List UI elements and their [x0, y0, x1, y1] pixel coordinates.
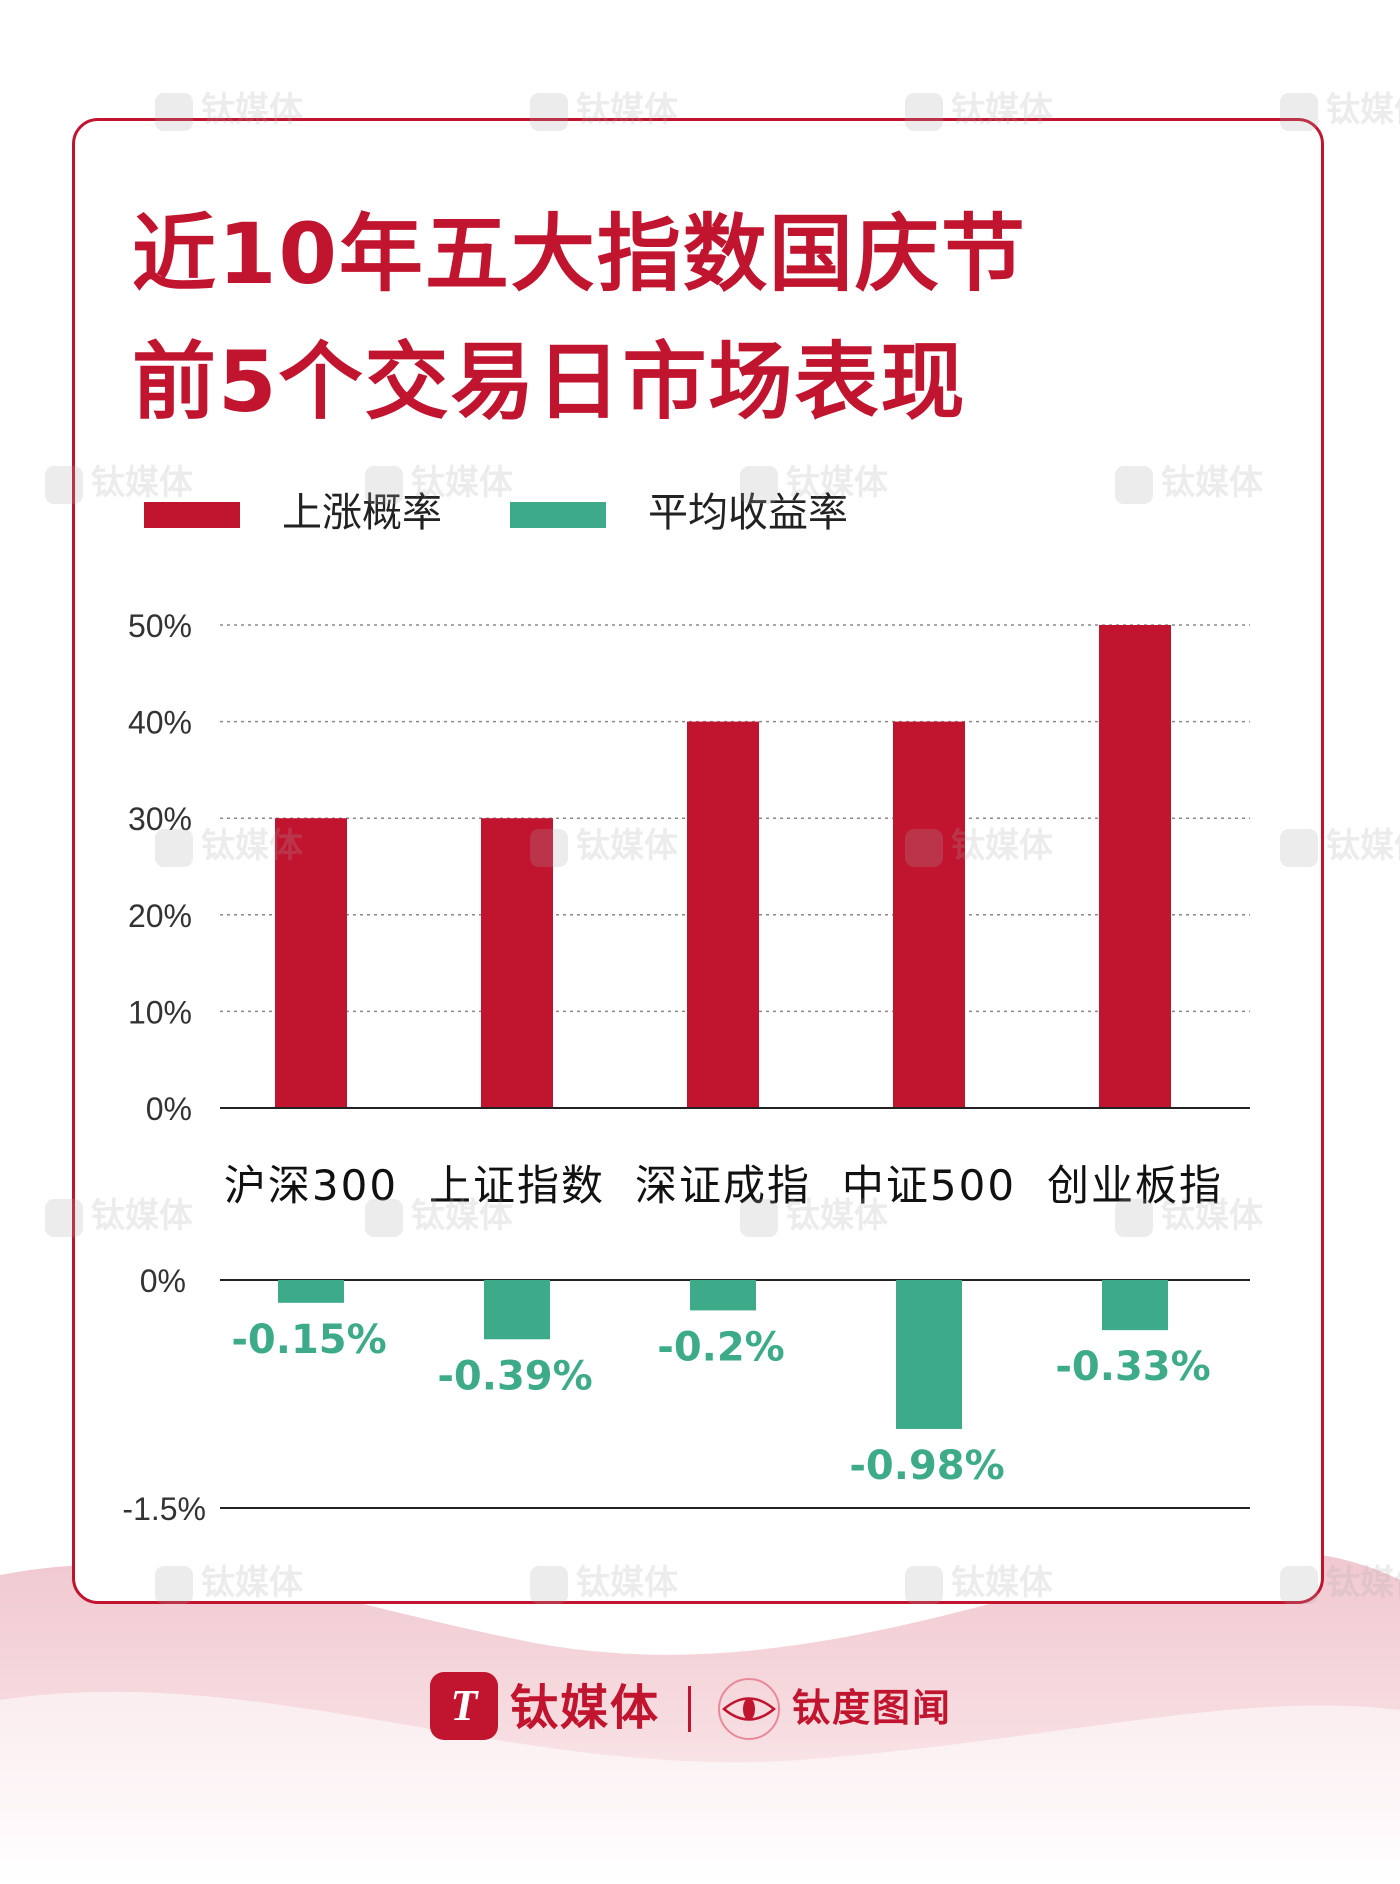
chart-title-line-2: 前5个交易日市场表现 [132, 333, 967, 431]
return-bar [1102, 1280, 1168, 1331]
return-bar [278, 1280, 344, 1303]
y-tick-label: -1.5% [122, 1491, 206, 1527]
brand-subtitle: 钛度图闻 [792, 1686, 953, 1730]
y-tick-label: 20% [128, 898, 192, 934]
x-tick-label: 中证500 [842, 1161, 1016, 1210]
probability-bar [687, 721, 759, 1108]
y-tick-label: 50% [128, 608, 192, 644]
legend-label: 平均收益率 [648, 490, 848, 536]
return-bar [896, 1280, 962, 1429]
brand-name: 钛媒体 [510, 1680, 661, 1736]
legend-swatch-red [144, 502, 240, 528]
legend-swatch-teal [510, 502, 606, 528]
probability-bar [893, 721, 965, 1108]
x-tick-label: 深证成指 [635, 1161, 811, 1210]
data-label: -0.2% [657, 1324, 785, 1370]
x-tick-label: 上证指数 [429, 1161, 605, 1210]
chart-title: 近10年五大指数国庆节 前5个交易日市场表现 [132, 190, 1232, 446]
return-bar [690, 1280, 756, 1311]
eye-circle-icon [718, 1678, 780, 1740]
chart-title-line-1: 近10年五大指数国庆节 [132, 205, 1027, 303]
probability-bar [275, 818, 347, 1108]
y-tick-label: 0% [146, 1091, 192, 1127]
y-tick-label: 0% [140, 1263, 186, 1299]
x-tick-label: 沪深300 [224, 1161, 398, 1210]
data-label: -0.33% [1055, 1344, 1210, 1390]
return-bar [484, 1280, 550, 1340]
data-label: -0.98% [849, 1443, 1004, 1489]
probability-bar [1099, 625, 1171, 1108]
legend-label: 上涨概率 [282, 490, 442, 536]
y-tick-label: 30% [128, 801, 192, 837]
probability-bar [481, 818, 553, 1108]
titanium-media-logo-icon: T [430, 1672, 498, 1740]
data-label: -0.39% [437, 1353, 592, 1399]
x-tick-label: 创业板指 [1047, 1161, 1223, 1210]
data-label: -0.15% [231, 1317, 386, 1363]
brand-divider [688, 1686, 691, 1732]
y-tick-label: 10% [128, 994, 192, 1030]
y-tick-label: 40% [128, 705, 192, 741]
